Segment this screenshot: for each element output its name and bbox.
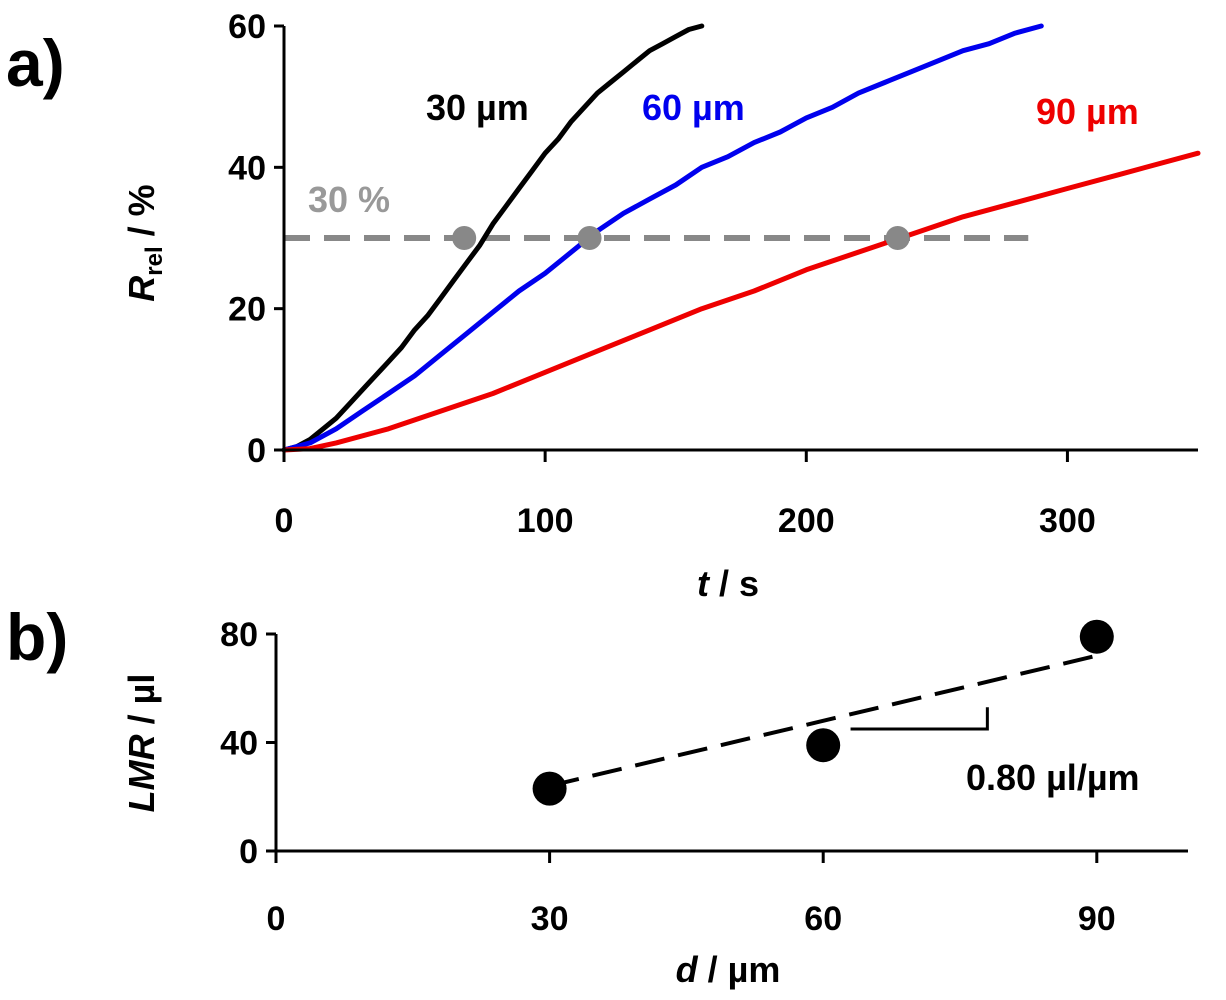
panel-a-x-axis-title: t / s <box>697 563 759 604</box>
slope-label: 0.80 µl/µm <box>966 757 1140 798</box>
panel-a-y-tick-label: 0 <box>247 432 266 470</box>
panel-a-y-tick-label: 60 <box>228 8 266 46</box>
panel-a-x-tick-label: 300 <box>1039 502 1096 540</box>
series-label-30um: 30 µm <box>426 87 529 128</box>
crossing-point-2 <box>577 226 602 250</box>
panel-a-x-tick-label: 0 <box>275 502 294 540</box>
slope-triangle <box>850 707 989 731</box>
panel-a-marks <box>281 23 1201 453</box>
fit-line <box>549 653 1098 788</box>
data-point-2 <box>806 728 841 763</box>
threshold-label: 30 % <box>308 179 390 220</box>
panel-b-label: b) <box>6 600 68 674</box>
series-line-60um <box>281 23 1044 453</box>
panel-a-x-tick-label: 100 <box>517 502 574 540</box>
panel-b-x-tick-label: 0 <box>267 900 286 938</box>
panel-a: a) 0 20 40 60 0 100 200 300 t / s Rrel / % 30 µ… <box>6 8 1201 604</box>
panel-b-y-tick-label: 40 <box>220 725 258 763</box>
panel-a-y-axis-title: Rrel / % <box>121 184 168 301</box>
series-line-30um <box>281 23 705 453</box>
panel-a-y-tick-label: 40 <box>228 149 266 187</box>
panel-b-x-tick-label: 90 <box>1078 900 1116 938</box>
series-label-60um: 60 µm <box>642 87 745 128</box>
series-line-90um <box>281 150 1201 453</box>
panel-b-x-axis-title: d / µm <box>676 949 781 990</box>
crossing-point-3 <box>885 226 910 250</box>
panel-b-x-tick-label: 30 <box>531 900 569 938</box>
panel-b-y-axis-title: LMR / µl <box>121 674 162 813</box>
series-label-90um: 90 µm <box>1036 91 1139 132</box>
panel-b-x-tick-label: 60 <box>804 900 842 938</box>
panel-a-y-tick-label: 20 <box>228 291 266 329</box>
panel-b-marks <box>532 619 1114 806</box>
panel-b-y-tick-label: 0 <box>239 833 258 871</box>
data-point-1 <box>532 771 567 806</box>
data-point-3 <box>1079 619 1114 654</box>
panel-a-x-tick-label: 200 <box>778 502 835 540</box>
crossing-point-1 <box>452 226 477 250</box>
panel-a-axes: 0 20 40 60 0 100 200 300 <box>228 8 1198 540</box>
panel-b: b) 0 40 80 0 30 60 90 d / µm LMR / µl 0.80 µl/… <box>6 600 1188 990</box>
panel-b-axes: 0 40 80 0 30 60 90 <box>220 616 1188 938</box>
panel-b-y-tick-label: 80 <box>220 616 258 654</box>
panel-a-label: a) <box>6 26 65 100</box>
